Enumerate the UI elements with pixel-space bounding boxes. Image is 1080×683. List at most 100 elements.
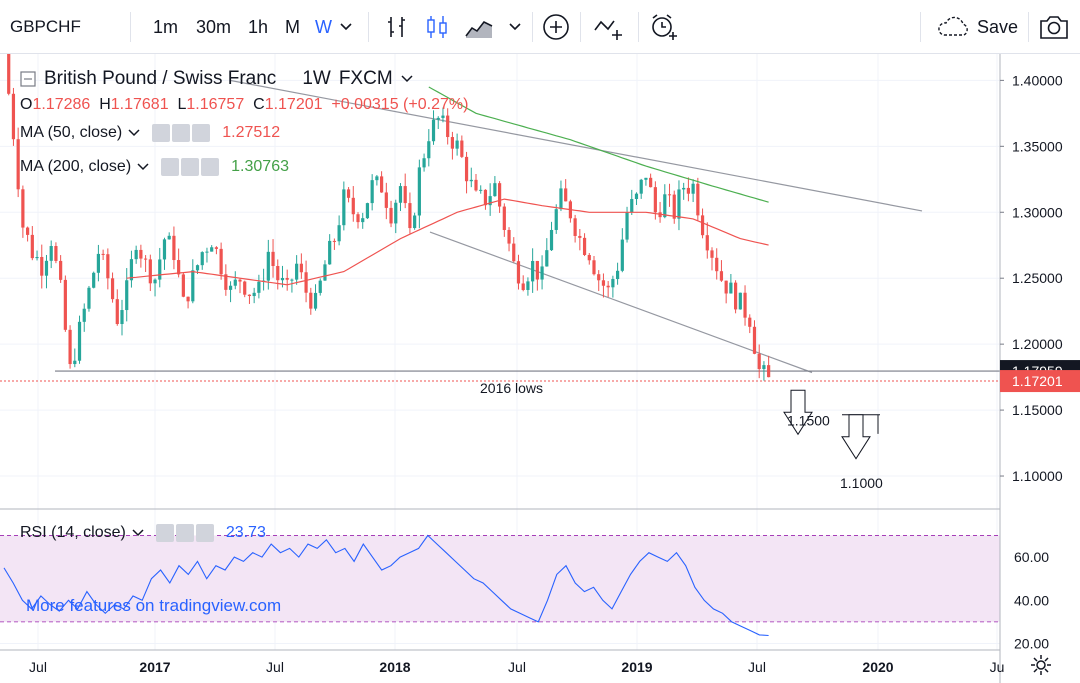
price-tick-label: 1.10000 xyxy=(1012,468,1063,484)
candle-body xyxy=(342,189,346,226)
rsi-legend[interactable]: RSI (14, close) 23.73 xyxy=(20,524,266,542)
interval-menu-button[interactable] xyxy=(339,0,353,54)
candle-body xyxy=(663,194,667,218)
candle-body xyxy=(767,365,771,378)
ma50-value: 1.27512 xyxy=(222,124,281,141)
candle-body xyxy=(427,141,431,159)
candle-body xyxy=(318,280,322,293)
candle-body xyxy=(762,365,766,370)
eye-icon[interactable] xyxy=(161,158,180,176)
gear-icon[interactable] xyxy=(175,524,194,542)
rsi-controls[interactable] xyxy=(155,524,214,542)
area-style-button[interactable] xyxy=(464,0,494,54)
candles-layer xyxy=(7,46,771,381)
tradingview-link[interactable]: More features on tradingview.com xyxy=(26,596,282,615)
ohlc-values: O1.17286 H1.17681 L1.16757 C1.17201 +0.0… xyxy=(20,96,469,113)
indicators-icon xyxy=(594,20,622,40)
interval-week-button[interactable]: W xyxy=(315,16,332,37)
symbol-search-button[interactable]: GBPCHF xyxy=(10,17,81,36)
candle-body xyxy=(328,240,332,265)
gear-icon[interactable] xyxy=(1030,654,1052,676)
candle-body xyxy=(380,176,384,193)
price-tick-label: 1.35000 xyxy=(1012,138,1063,154)
ma50-controls[interactable] xyxy=(152,124,211,142)
candle-body xyxy=(691,183,695,194)
save-button[interactable]: Save xyxy=(935,0,1018,54)
interval-month-button[interactable]: M xyxy=(285,16,300,37)
exchange-label: FXCM xyxy=(338,68,393,89)
eye-icon[interactable] xyxy=(152,124,171,142)
bars-style-button[interactable] xyxy=(384,0,410,54)
candle-body xyxy=(403,186,407,204)
alarm-clock-icon xyxy=(652,14,677,40)
chevron-down-icon[interactable] xyxy=(401,75,413,83)
alert-button[interactable] xyxy=(648,0,680,54)
rsi-value: 23.73 xyxy=(225,524,266,541)
candle-body xyxy=(441,115,445,118)
toolbar-divider xyxy=(920,12,921,42)
compare-button[interactable] xyxy=(541,0,571,54)
candle-body xyxy=(148,259,152,284)
toolbar-divider xyxy=(638,12,639,42)
candle-body xyxy=(734,282,738,310)
candle-body xyxy=(667,194,672,196)
chevron-down-icon[interactable] xyxy=(137,163,149,171)
close-value: 1.17201 xyxy=(264,96,323,113)
candle-body xyxy=(243,281,247,295)
area-chart-icon xyxy=(465,20,493,38)
candles-style-button[interactable] xyxy=(424,0,450,54)
interval-30m-button[interactable]: 30m xyxy=(196,16,232,37)
chart-container[interactable]: 1.40000 1.35000 1.30000 1.25000 1.20000 1.150… xyxy=(0,46,1080,683)
candle-body xyxy=(200,252,204,266)
candle-body xyxy=(304,272,308,293)
candle-body xyxy=(63,279,67,330)
candle-body xyxy=(408,203,412,229)
time-tick-label: Jul xyxy=(266,659,284,675)
gear-icon[interactable] xyxy=(172,124,191,142)
candle-body xyxy=(271,251,275,267)
candle-body xyxy=(356,214,360,223)
price-chart[interactable]: 1.40000 1.35000 1.30000 1.25000 1.20000 1.150… xyxy=(0,46,1080,683)
snapshot-button[interactable] xyxy=(1038,0,1070,54)
close-icon[interactable] xyxy=(195,524,214,542)
candle-body xyxy=(653,187,657,213)
time-tick-label: Jul xyxy=(748,659,766,675)
candle-body xyxy=(620,239,624,271)
style-menu-button[interactable] xyxy=(508,0,522,54)
candle-body xyxy=(35,256,39,259)
candle-body xyxy=(205,251,209,253)
close-icon[interactable] xyxy=(201,158,220,176)
chevron-down-icon[interactable] xyxy=(132,529,144,537)
chevron-down-icon[interactable] xyxy=(128,129,140,137)
candle-body xyxy=(153,279,157,284)
candle-body xyxy=(16,139,20,190)
interval-1m-button[interactable]: 1m xyxy=(153,16,179,37)
chevron-down-icon xyxy=(340,23,352,31)
candle-body xyxy=(724,280,728,294)
axis-layer: 1.40000 1.35000 1.30000 1.25000 1.20000 1.150… xyxy=(0,54,1080,683)
candle-body xyxy=(125,280,129,311)
time-tick-label: Ju xyxy=(990,659,1005,675)
top-toolbar: GBPCHF 1m 30m 1h M W Save xyxy=(0,0,1080,54)
candle-body xyxy=(96,253,100,273)
interval-1h-button[interactable]: 1h xyxy=(248,16,269,37)
candle-body xyxy=(715,257,719,272)
gear-icon[interactable] xyxy=(181,158,200,176)
indicators-button[interactable] xyxy=(592,0,626,54)
close-icon[interactable] xyxy=(192,124,211,142)
candle-body xyxy=(162,239,167,260)
toolbar-divider xyxy=(1028,12,1029,42)
ma200-controls[interactable] xyxy=(161,158,220,176)
collapse-legend-icon[interactable] xyxy=(20,71,36,87)
candle-body xyxy=(195,265,200,271)
moving-average-layer xyxy=(126,86,769,286)
eye-icon[interactable] xyxy=(155,524,174,542)
time-tick-label: 2017 xyxy=(139,659,170,675)
candle-body xyxy=(214,247,218,249)
target-arrow-1 xyxy=(783,389,813,436)
save-label: Save xyxy=(977,16,1019,37)
ma50-legend[interactable]: MA (50, close) 1.27512 xyxy=(20,124,280,142)
ma200-legend[interactable]: MA (200, close) 1.30763 xyxy=(20,158,289,176)
candle-body xyxy=(649,177,653,188)
candle-body xyxy=(313,292,318,309)
